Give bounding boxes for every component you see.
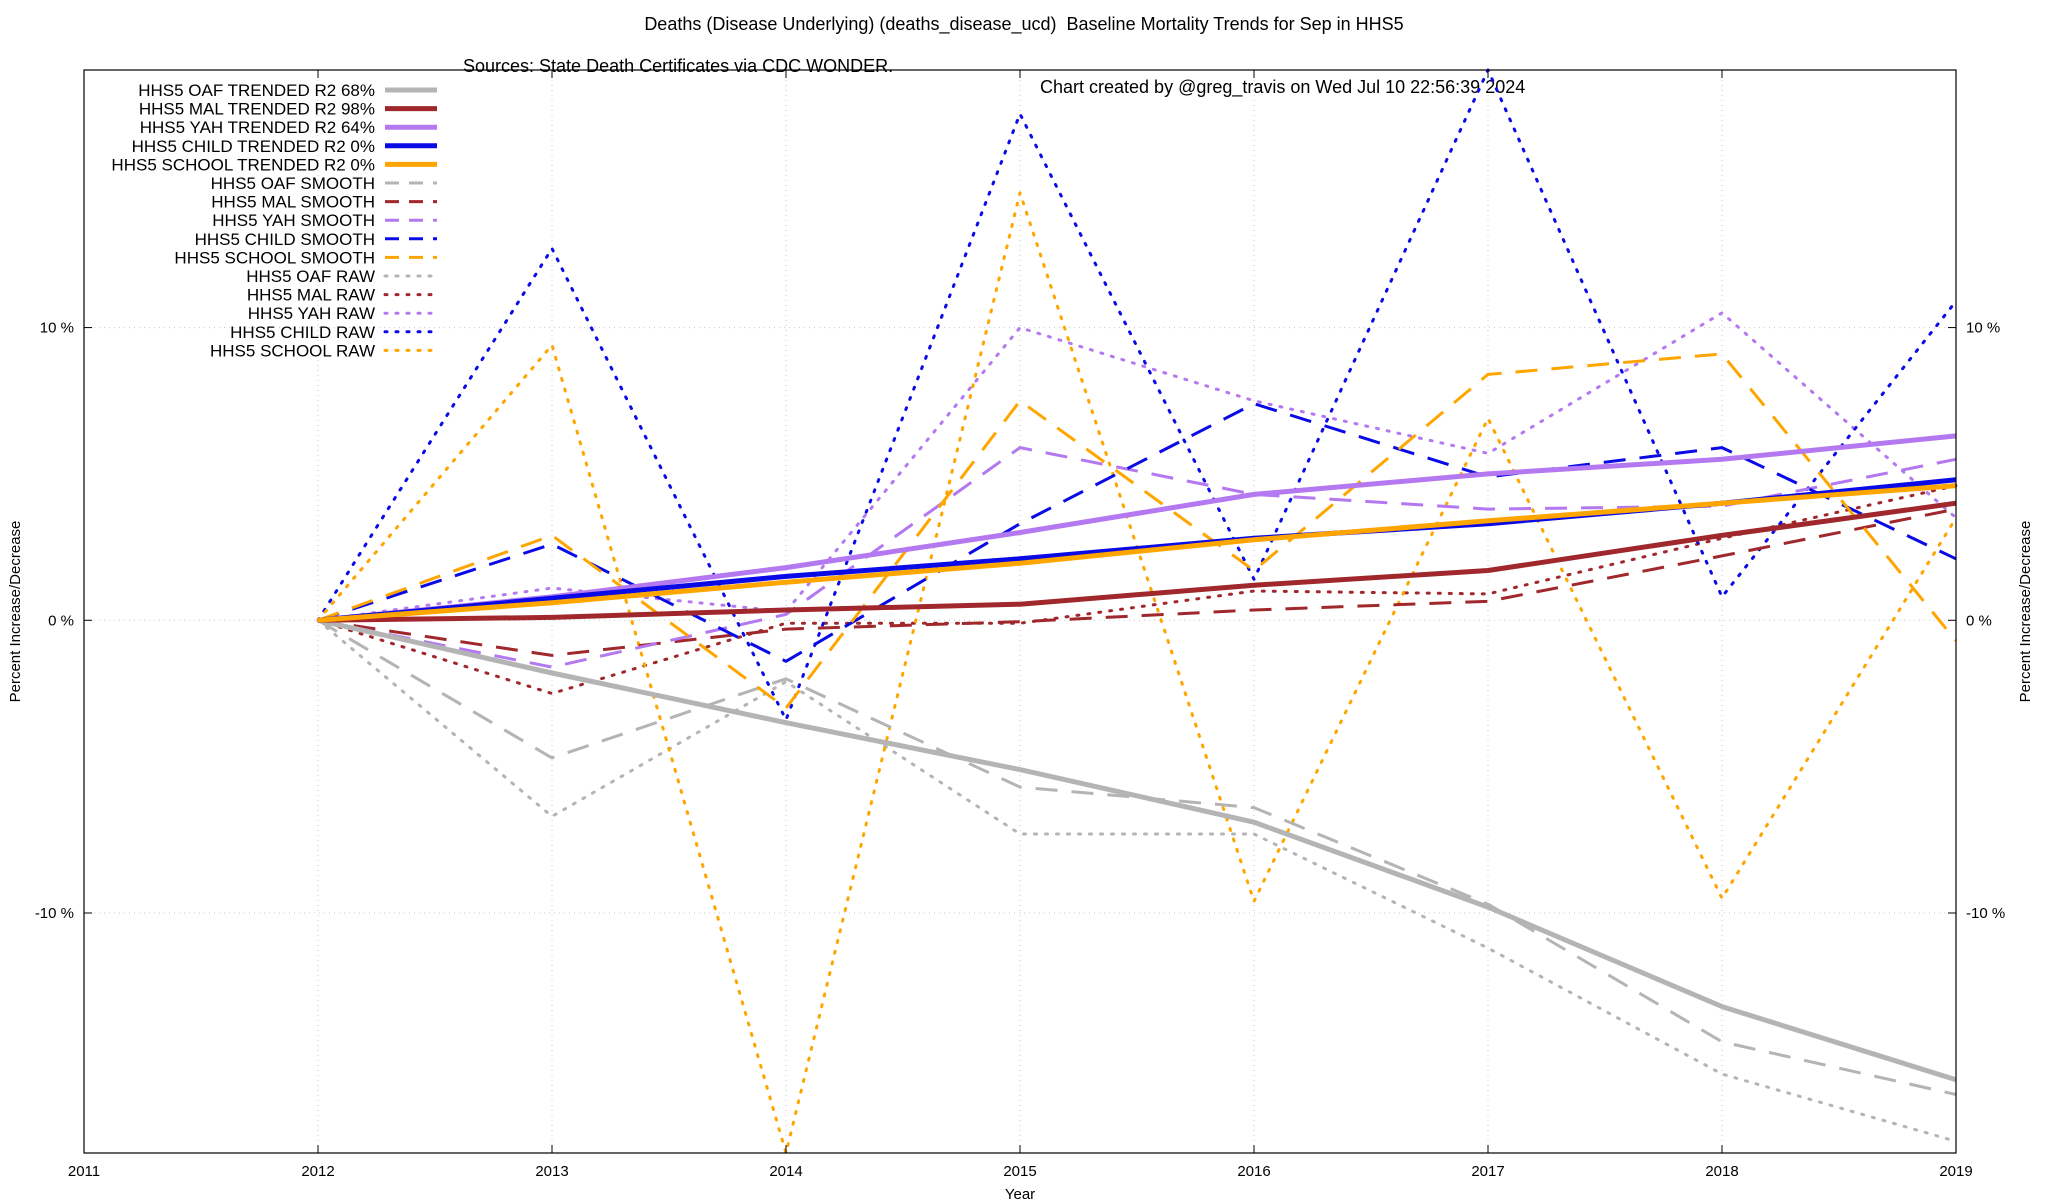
series-line-7 (317, 507, 1957, 657)
x-tick-label: 2017 (1471, 1163, 1504, 1180)
legend-label-14: HHS5 CHILD RAW (230, 323, 375, 342)
series-line-13 (316, 311, 1958, 622)
legend-label-2: HHS5 MAL TRENDED R2 98% (139, 100, 375, 119)
legend-label-1: HHS5 OAF TRENDED R2 68% (138, 81, 375, 100)
x-tick-label: 2013 (535, 1163, 568, 1180)
legend-label-9: HHS5 CHILD SMOOTH (195, 230, 375, 249)
y2-tick-label: 10 % (1966, 320, 2000, 337)
x-axis-label: Year (1005, 1186, 1035, 1200)
x-tick-label: 2012 (301, 1163, 334, 1180)
y2-axis-label: Percent Increase/Decrease (2017, 521, 2034, 703)
x-tick-label: 2015 (1003, 1163, 1036, 1180)
x-tick-label: 2014 (769, 1163, 802, 1180)
chart-subtitle: Sources: State Death Certificates via CD… (0, 35, 2048, 98)
series-line-11 (316, 618, 1958, 1143)
legend-label-13: HHS5 YAH RAW (248, 304, 375, 323)
legend-label-5: HHS5 SCHOOL TRENDED R2 0% (111, 155, 375, 174)
series-line-6 (317, 619, 1957, 1096)
x-tick-label: 2016 (1237, 1163, 1270, 1180)
series-line-8 (317, 446, 1957, 669)
legend-label-11: HHS5 OAF RAW (246, 267, 375, 286)
x-tick-label: 2018 (1705, 1163, 1738, 1180)
y2-tick-label: -10 % (1966, 905, 2005, 922)
series-line-3 (317, 433, 1957, 623)
legend-label-4: HHS5 CHILD TRENDED R2 0% (132, 137, 375, 156)
series-line-10 (317, 352, 1958, 710)
x-tick-label: 2019 (1939, 1163, 1972, 1180)
series-line-1 (317, 617, 1957, 1083)
y-tick-label: 0 % (48, 612, 74, 629)
legend-label-15: HHS5 SCHOOL RAW (210, 341, 375, 360)
y2-tick-label: 0 % (1966, 612, 1992, 629)
y-tick-label: -10 % (35, 905, 74, 922)
y-tick-label: 10 % (40, 320, 74, 337)
legend-label-12: HHS5 MAL RAW (247, 286, 375, 305)
legend-label-3: HHS5 YAH TRENDED R2 64% (140, 118, 375, 137)
series-lines (316, 68, 1958, 1155)
subtitle-sources: Sources: State Death Certificates via CD… (463, 56, 894, 76)
series-line-5 (317, 483, 1957, 623)
legend-label-6: HHS5 OAF SMOOTH (211, 174, 375, 193)
x-tick-label: 2011 (68, 1163, 100, 1180)
series-line-9 (317, 402, 1957, 663)
subtitle-credit: Chart created by @greg_travis on Wed Jul… (1040, 77, 1526, 97)
legend: HHS5 OAF TRENDED R2 68%HHS5 MAL TRENDED … (111, 81, 439, 360)
series-line-2 (317, 500, 1957, 623)
legend-label-8: HHS5 YAH SMOOTH (212, 211, 375, 230)
axis-ticks: 2011 2012 2013 2014 2015 2016 2017 2018 2019 10 %… (35, 70, 2005, 1180)
legend-label-7: HHS5 MAL SMOOTH (211, 193, 375, 212)
chart-title: Deaths (Disease Underlying) (deaths_dise… (644, 14, 1404, 34)
legend-label-10: HHS5 SCHOOL SMOOTH (174, 248, 375, 267)
series-line-14 (316, 68, 1958, 722)
series-line-12 (316, 484, 1958, 695)
y-axis-label: Percent Increase/Decrease (7, 521, 24, 703)
